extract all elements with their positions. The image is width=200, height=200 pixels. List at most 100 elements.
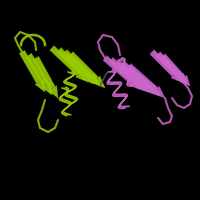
Polygon shape <box>115 94 120 96</box>
Polygon shape <box>114 92 115 93</box>
Polygon shape <box>176 73 187 84</box>
Polygon shape <box>109 70 114 72</box>
Polygon shape <box>123 60 125 61</box>
Polygon shape <box>63 113 66 114</box>
Polygon shape <box>130 78 142 90</box>
Polygon shape <box>128 84 131 86</box>
Polygon shape <box>121 58 124 60</box>
Polygon shape <box>61 100 65 101</box>
Polygon shape <box>124 106 129 108</box>
Polygon shape <box>108 82 111 84</box>
Polygon shape <box>118 106 120 107</box>
Polygon shape <box>116 89 117 90</box>
Polygon shape <box>112 70 116 72</box>
Polygon shape <box>65 114 69 115</box>
Polygon shape <box>65 80 66 81</box>
Polygon shape <box>122 94 126 96</box>
Polygon shape <box>65 101 69 102</box>
Polygon shape <box>74 86 76 87</box>
Polygon shape <box>114 94 117 96</box>
Polygon shape <box>61 100 65 101</box>
Polygon shape <box>111 70 115 72</box>
Polygon shape <box>128 84 130 86</box>
Polygon shape <box>65 88 68 89</box>
Polygon shape <box>67 90 68 91</box>
Polygon shape <box>127 83 129 84</box>
Polygon shape <box>121 106 125 108</box>
Polygon shape <box>125 95 127 96</box>
Polygon shape <box>118 58 122 60</box>
Polygon shape <box>74 98 77 99</box>
Polygon shape <box>60 99 63 100</box>
Polygon shape <box>119 58 123 60</box>
Polygon shape <box>121 94 126 96</box>
Polygon shape <box>116 82 120 84</box>
Polygon shape <box>62 112 64 113</box>
Polygon shape <box>117 82 121 84</box>
Polygon shape <box>67 90 68 91</box>
Polygon shape <box>116 94 121 96</box>
Polygon shape <box>108 82 112 84</box>
Polygon shape <box>114 71 116 72</box>
Polygon shape <box>124 60 125 61</box>
Polygon shape <box>120 58 123 60</box>
Polygon shape <box>120 69 121 70</box>
Polygon shape <box>67 102 70 103</box>
Polygon shape <box>120 84 121 85</box>
Polygon shape <box>121 106 125 108</box>
Polygon shape <box>73 98 77 99</box>
Polygon shape <box>123 60 125 61</box>
Polygon shape <box>111 70 115 72</box>
Polygon shape <box>120 70 121 71</box>
Polygon shape <box>73 98 77 99</box>
Polygon shape <box>119 106 121 108</box>
Polygon shape <box>127 83 128 84</box>
Polygon shape <box>121 71 124 73</box>
Polygon shape <box>64 101 68 102</box>
Polygon shape <box>62 100 66 101</box>
Polygon shape <box>65 101 69 102</box>
Polygon shape <box>113 94 115 95</box>
Polygon shape <box>70 72 74 73</box>
Polygon shape <box>110 78 111 79</box>
Polygon shape <box>108 82 111 84</box>
Polygon shape <box>61 100 65 101</box>
Polygon shape <box>126 71 130 73</box>
Polygon shape <box>118 106 121 108</box>
Polygon shape <box>153 86 165 98</box>
Polygon shape <box>127 84 129 85</box>
Polygon shape <box>126 71 129 73</box>
Polygon shape <box>122 71 125 73</box>
Polygon shape <box>119 106 120 107</box>
Polygon shape <box>59 98 61 99</box>
Polygon shape <box>65 114 69 115</box>
Polygon shape <box>122 101 123 102</box>
Polygon shape <box>121 106 126 108</box>
Polygon shape <box>67 89 69 90</box>
Polygon shape <box>108 70 113 72</box>
Polygon shape <box>107 81 109 82</box>
Polygon shape <box>125 95 127 96</box>
Polygon shape <box>67 102 71 103</box>
Polygon shape <box>73 98 77 99</box>
Polygon shape <box>124 106 129 108</box>
Polygon shape <box>131 84 135 86</box>
Polygon shape <box>114 92 115 93</box>
Polygon shape <box>127 83 128 84</box>
Polygon shape <box>74 86 76 87</box>
Polygon shape <box>119 106 122 108</box>
Polygon shape <box>156 52 182 79</box>
Polygon shape <box>120 58 123 60</box>
Polygon shape <box>128 71 131 73</box>
Polygon shape <box>127 83 128 84</box>
Polygon shape <box>124 71 128 73</box>
Polygon shape <box>75 99 77 100</box>
Polygon shape <box>114 71 116 72</box>
Polygon shape <box>113 94 116 96</box>
Polygon shape <box>125 71 129 73</box>
Polygon shape <box>121 94 125 96</box>
Polygon shape <box>111 77 112 78</box>
Polygon shape <box>109 58 141 86</box>
Polygon shape <box>120 84 121 85</box>
Polygon shape <box>113 71 116 72</box>
